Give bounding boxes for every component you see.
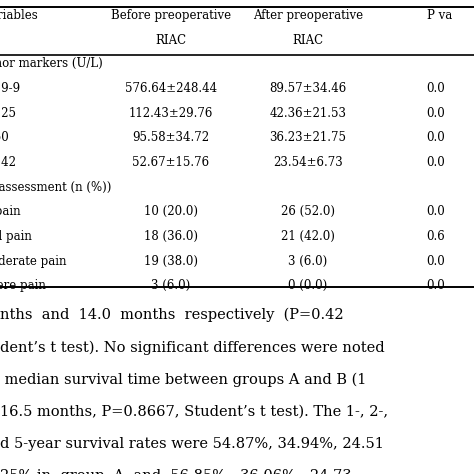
Text: 112.43±29.76: 112.43±29.76 [128, 107, 213, 120]
Text: After preoperative: After preoperative [253, 9, 363, 22]
Text: 0.0: 0.0 [427, 131, 446, 145]
Text: . assessment (n (%)): . assessment (n (%)) [0, 181, 111, 194]
Text: 23.54±6.73: 23.54±6.73 [273, 156, 343, 169]
Text: ld pain: ld pain [0, 230, 31, 243]
Text: 19 (38.0): 19 (38.0) [144, 255, 198, 268]
Text: 16.5 months, P=0.8667, Student’s t test). The 1-, 2-,: 16.5 months, P=0.8667, Student’s t test)… [0, 405, 388, 419]
Text: d 5-year survival rates were 54.87%, 34.94%, 24.51: d 5-year survival rates were 54.87%, 34.… [0, 437, 384, 451]
Text: 42.36±21.53: 42.36±21.53 [270, 107, 346, 120]
Text: 52.67±15.76: 52.67±15.76 [132, 156, 209, 169]
Text: 89.57±34.46: 89.57±34.46 [270, 82, 346, 95]
Text: 0.0: 0.0 [427, 82, 446, 95]
Text: 0.0: 0.0 [427, 255, 446, 268]
Text: .50: .50 [0, 131, 9, 145]
Text: 36.23±21.75: 36.23±21.75 [270, 131, 346, 145]
Text: 18 (36.0): 18 (36.0) [144, 230, 198, 243]
Text: .242: .242 [0, 156, 17, 169]
Text: 0 (0.0): 0 (0.0) [289, 279, 328, 292]
Text: oderate pain: oderate pain [0, 255, 66, 268]
Text: 0.6: 0.6 [427, 230, 446, 243]
Text: 0.0: 0.0 [427, 107, 446, 120]
Text: 3 (6.0): 3 (6.0) [289, 255, 328, 268]
Text: RIAC: RIAC [292, 34, 324, 47]
Text: 576.64±248.44: 576.64±248.44 [125, 82, 217, 95]
Text: RIAC: RIAC [155, 34, 186, 47]
Text: P va: P va [427, 9, 452, 22]
Text: 0.0: 0.0 [427, 156, 446, 169]
Text: .125: .125 [0, 107, 17, 120]
Text: Before preoperative: Before preoperative [110, 9, 231, 22]
Text: 0.0: 0.0 [427, 279, 446, 292]
Text: median survival time between groups A and B (1: median survival time between groups A an… [0, 373, 366, 387]
Text: pain: pain [0, 205, 20, 219]
Text: .19-9: .19-9 [0, 82, 21, 95]
Text: nths  and  14.0  months  respectively  (P=0.42: nths and 14.0 months respectively (P=0.4… [0, 308, 344, 322]
Text: 95.58±34.72: 95.58±34.72 [132, 131, 209, 145]
Text: 10 (20.0): 10 (20.0) [144, 205, 198, 219]
Text: vere pain: vere pain [0, 279, 46, 292]
Text: 3 (6.0): 3 (6.0) [151, 279, 190, 292]
Text: 21 (42.0): 21 (42.0) [281, 230, 335, 243]
Text: 0.0: 0.0 [427, 205, 446, 219]
Text: mor markers (U/L): mor markers (U/L) [0, 57, 102, 71]
Text: 26 (52.0): 26 (52.0) [281, 205, 335, 219]
Text: ariables: ariables [0, 9, 38, 22]
Text: dent’s t test). No significant differences were noted: dent’s t test). No significant differenc… [0, 340, 384, 355]
Text: 25% in  group  A  and  56.85%,  36.06%,  24.73: 25% in group A and 56.85%, 36.06%, 24.73 [0, 469, 352, 474]
